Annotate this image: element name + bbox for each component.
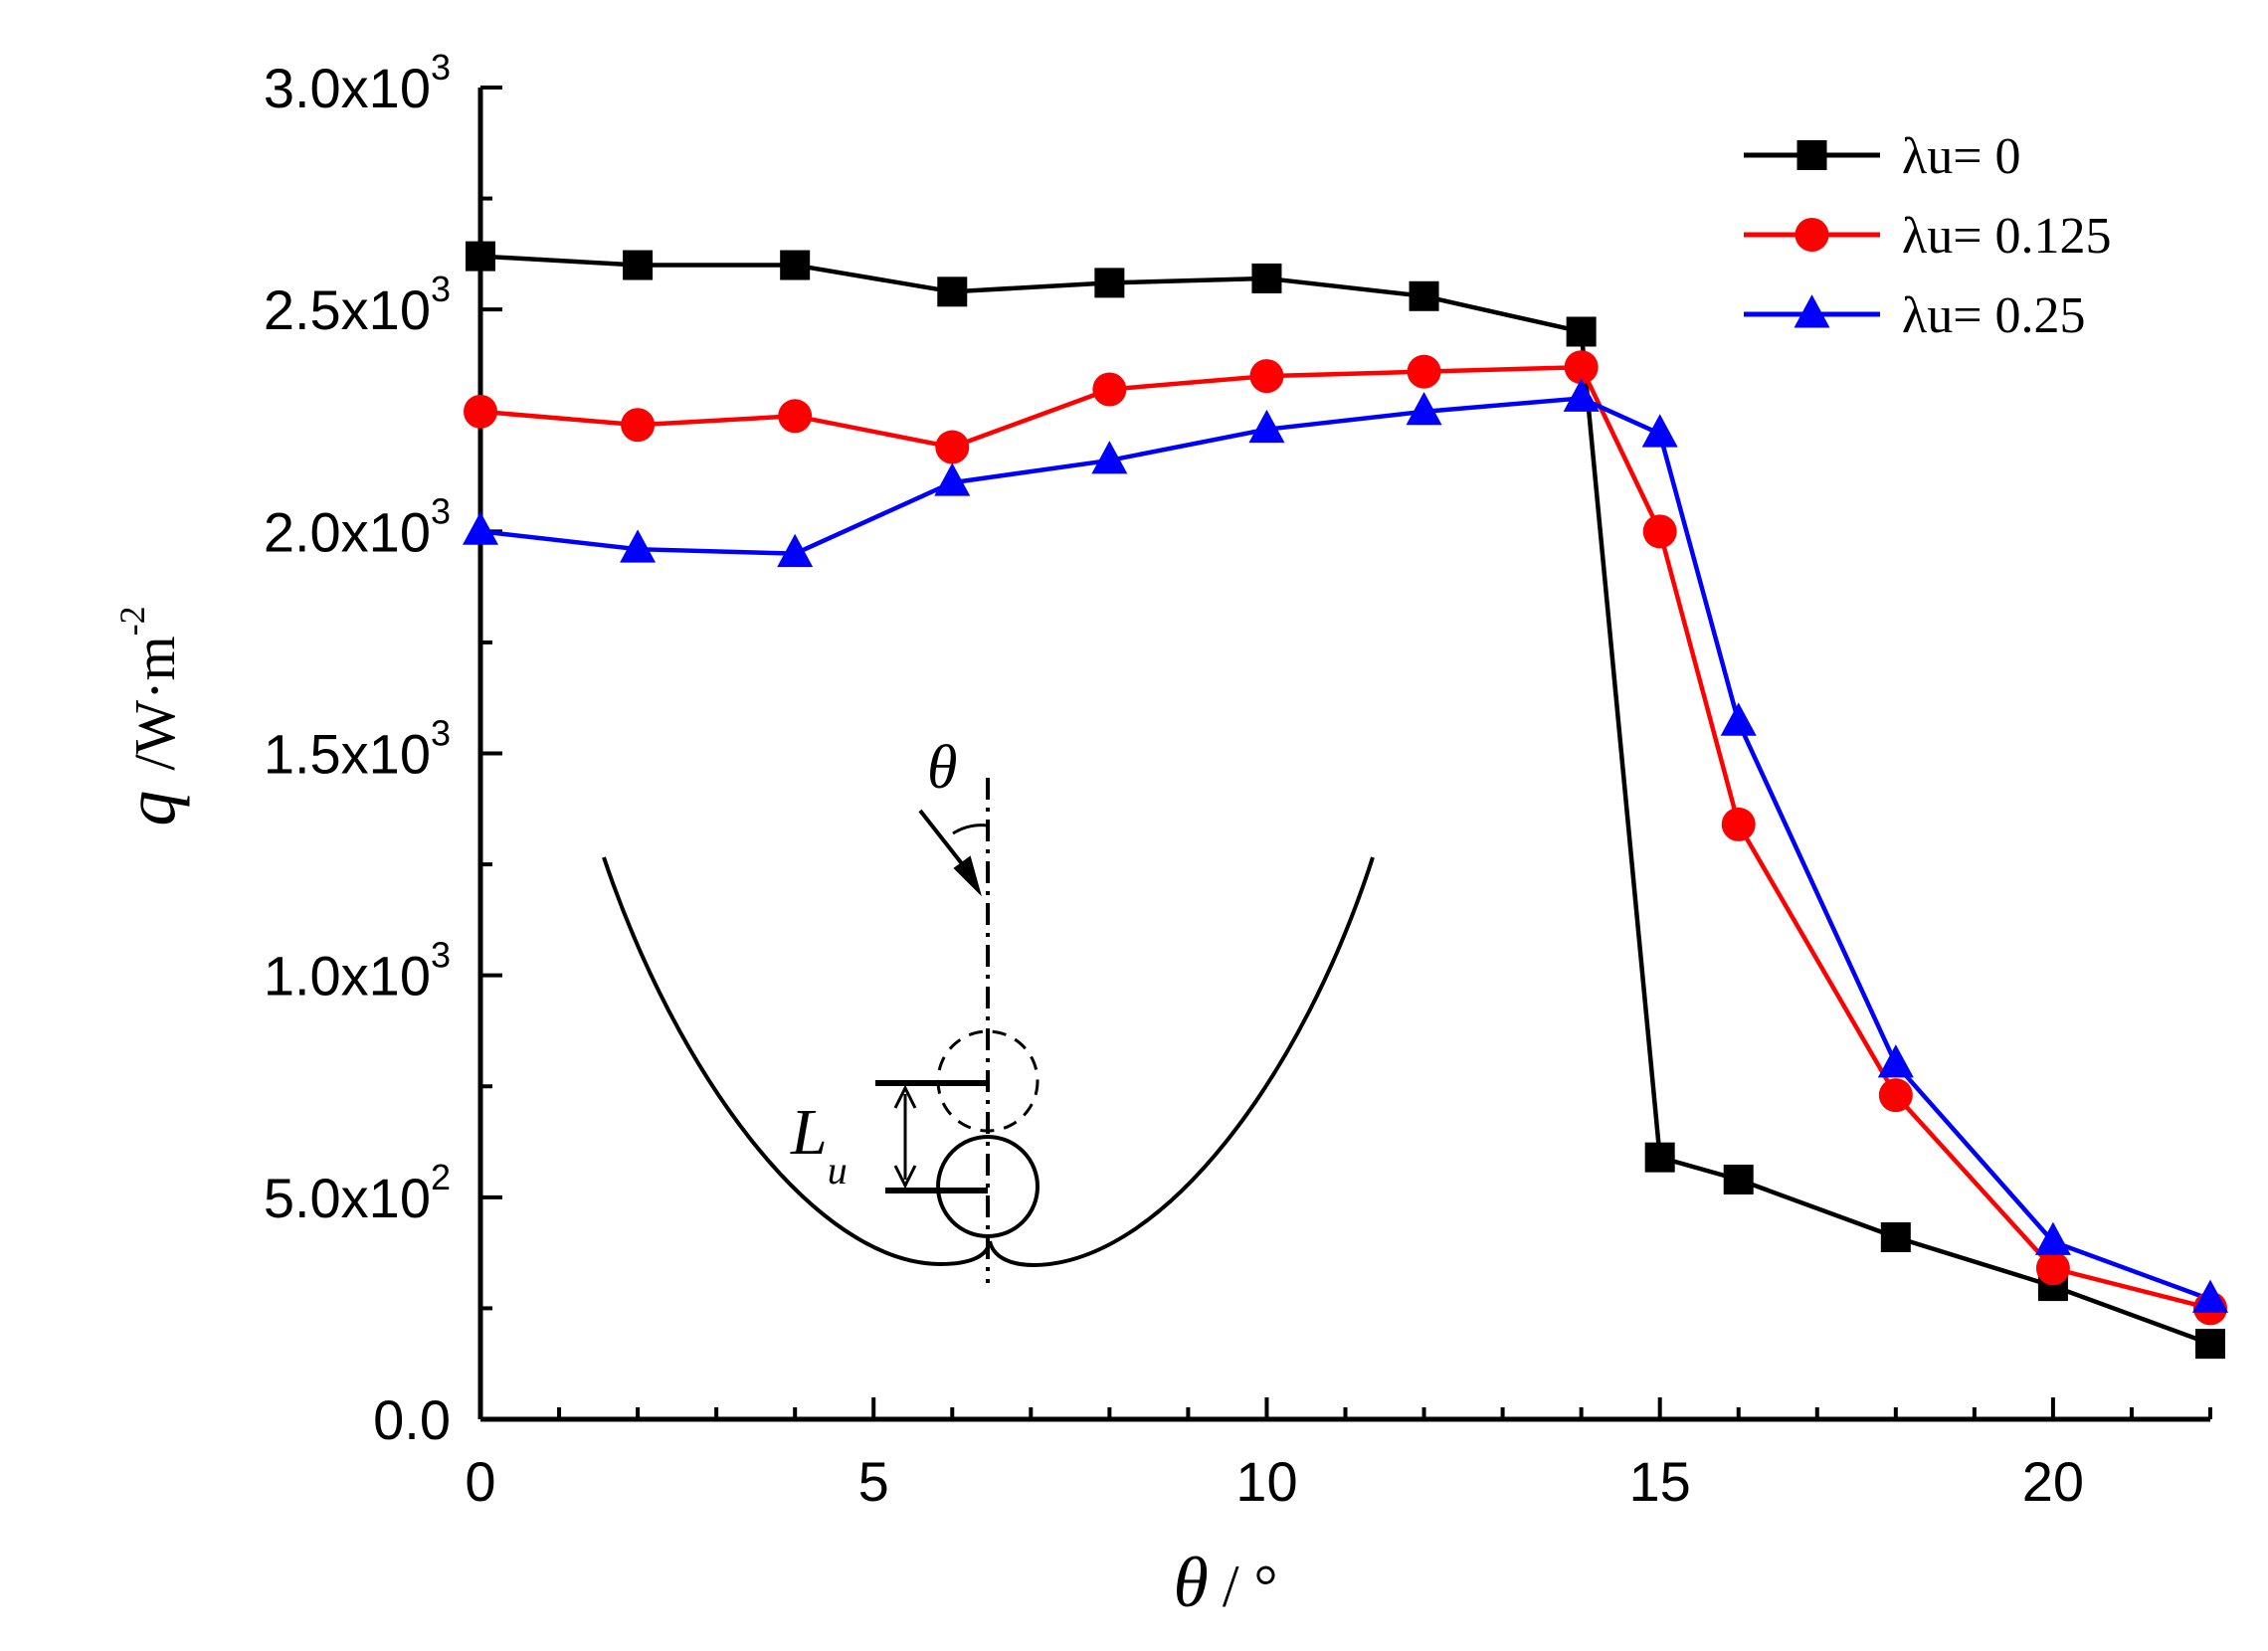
series-0-point <box>780 250 811 280</box>
dimension-arrow-up-icon <box>893 1084 917 1109</box>
series-0-point <box>1880 1222 1911 1253</box>
x-tick-label: 20 <box>2022 1450 2084 1513</box>
x-axis-symbol: θ <box>1173 1543 1208 1622</box>
series-2-point <box>934 462 971 496</box>
series-1-point <box>1564 350 1599 385</box>
series-1-point <box>1092 372 1127 407</box>
series-2-point <box>463 511 498 545</box>
x-axis-title: θ / ° <box>1173 1543 1277 1622</box>
x-axis-unit: / ° <box>1223 1554 1278 1619</box>
inset-angle-label: θ <box>927 734 957 802</box>
inset-length-subscript: u <box>828 1148 848 1192</box>
series-0-point <box>937 276 968 307</box>
series-2-point <box>1563 378 1600 412</box>
y-tick-mantissa: 5.0x10 <box>264 1167 431 1229</box>
y-tick-label: 5.0x102 <box>264 1157 451 1229</box>
series-1-point <box>2035 1251 2070 1286</box>
series-lines <box>479 254 2211 1347</box>
inset-length-label: Lu <box>790 1096 848 1192</box>
legend-label-1: λu= 0.125 <box>1902 208 2112 265</box>
series-0-point <box>2195 1329 2225 1360</box>
y-tick-mantissa: 3.0x10 <box>264 57 431 119</box>
legend-marker-2 <box>1794 294 1830 328</box>
inset-length-symbol: L <box>790 1096 828 1169</box>
series-1-point <box>621 408 656 443</box>
y-tick-mantissa: 2.0x10 <box>264 500 431 563</box>
series-2-point <box>1877 1044 1914 1078</box>
series-2-point <box>777 533 814 568</box>
y-tick-mantissa: 1.0x10 <box>264 945 431 1008</box>
series-1-point <box>1249 359 1284 394</box>
inset-diagram <box>602 778 1375 1283</box>
series-2-point <box>2034 1221 2071 1255</box>
y-tick-exponent: 2 <box>431 1157 451 1197</box>
legend-marker-0 <box>1796 140 1827 170</box>
y-tick-mantissa: 0.0 <box>373 1388 451 1451</box>
series-line-1 <box>479 364 2211 1311</box>
series-2-point <box>1720 702 1757 736</box>
ticks <box>478 86 2212 1421</box>
series-2-point <box>1641 414 1678 448</box>
series-0-point <box>1094 268 1125 298</box>
y-tick-mantissa: 2.5x10 <box>264 278 431 341</box>
angle-arrow-head-icon <box>953 855 982 897</box>
y-tick-exponent: 3 <box>431 269 451 309</box>
y-tick-exponent: 3 <box>431 47 451 88</box>
legend-label-0: λu= 0 <box>1902 128 2021 185</box>
series-1-point <box>935 430 970 464</box>
y-axis-symbol: q <box>110 791 190 826</box>
x-tick-label: 15 <box>1629 1450 1691 1513</box>
y-tick-exponent: 3 <box>431 490 451 531</box>
dimension-arrow-down-icon <box>893 1165 917 1190</box>
y-tick-label: 1.0x103 <box>264 935 451 1008</box>
series-0-point <box>466 241 495 272</box>
tick-labels: 0 5 10 15 200.05.0x1021.0x1031.5x1032.0x1032… <box>264 47 2084 1513</box>
series-markers <box>463 241 2228 1360</box>
legend: λu= 0 λu= 0.125 λu= 0.25 <box>1744 128 2112 344</box>
series-0-point <box>623 250 654 280</box>
y-tick-label: 1.5x103 <box>264 713 451 786</box>
series-1-point <box>1878 1078 1913 1113</box>
series-2-point <box>1091 441 1128 474</box>
series-0-point <box>1723 1164 1754 1194</box>
series-1-point <box>1407 354 1441 389</box>
series-2-point <box>1248 409 1285 444</box>
y-axis-title: q/W·m-2 <box>110 606 190 826</box>
series-2-point <box>620 529 657 563</box>
series-1-point <box>1642 514 1677 549</box>
x-tick-label: 5 <box>858 1450 889 1513</box>
ball-circle <box>936 1135 1040 1238</box>
series-line-2 <box>479 396 2211 1302</box>
y-tick-label: 2.5x103 <box>264 269 451 341</box>
x-tick-label: 10 <box>1235 1450 1297 1513</box>
y-tick-exponent: 3 <box>431 935 451 976</box>
series-0-point <box>1644 1142 1675 1173</box>
y-tick-label: 3.0x103 <box>264 47 451 119</box>
y-tick-label: 0.0 <box>373 1388 451 1451</box>
legend-label-2: λu= 0.25 <box>1902 287 2086 344</box>
series-1-point <box>1721 807 1756 841</box>
y-tick-mantissa: 1.5x10 <box>264 723 431 786</box>
x-tick-label: 0 <box>465 1450 495 1513</box>
series-0-point <box>1409 280 1439 311</box>
y-axis-exponent: -2 <box>112 606 152 636</box>
series-1-point <box>778 399 813 434</box>
angle-arc <box>952 824 989 835</box>
legend-marker-1 <box>1795 218 1829 252</box>
y-tick-exponent: 3 <box>431 713 451 754</box>
series-1-point <box>464 394 497 429</box>
y-axis-unit: /W·m <box>122 636 187 770</box>
series-0-point <box>1566 316 1597 347</box>
y-tick-label: 2.0x103 <box>264 490 451 563</box>
bowl-right-curve <box>988 856 1375 1268</box>
series-2-point <box>2192 1279 2228 1313</box>
bowl-left-curve <box>602 856 992 1267</box>
series-2-point <box>1406 391 1442 426</box>
series-0-point <box>1251 263 1282 293</box>
